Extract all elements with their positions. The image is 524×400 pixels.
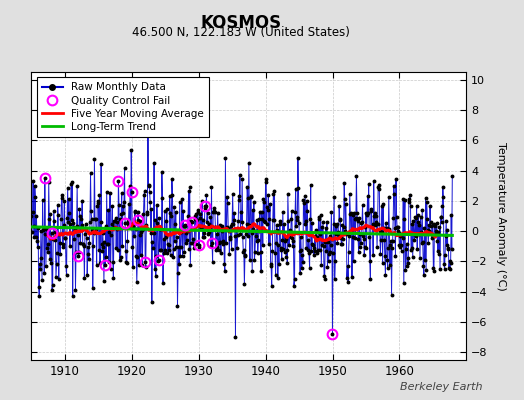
Legend: Raw Monthly Data, Quality Control Fail, Five Year Moving Average, Long-Term Tren: Raw Monthly Data, Quality Control Fail, … bbox=[37, 77, 209, 137]
Text: Berkeley Earth: Berkeley Earth bbox=[400, 382, 482, 392]
Y-axis label: Temperature Anomaly (°C): Temperature Anomaly (°C) bbox=[496, 142, 506, 290]
Text: 46.500 N, 122.183 W (United States): 46.500 N, 122.183 W (United States) bbox=[132, 26, 350, 39]
Text: KOSMOS: KOSMOS bbox=[201, 14, 281, 32]
